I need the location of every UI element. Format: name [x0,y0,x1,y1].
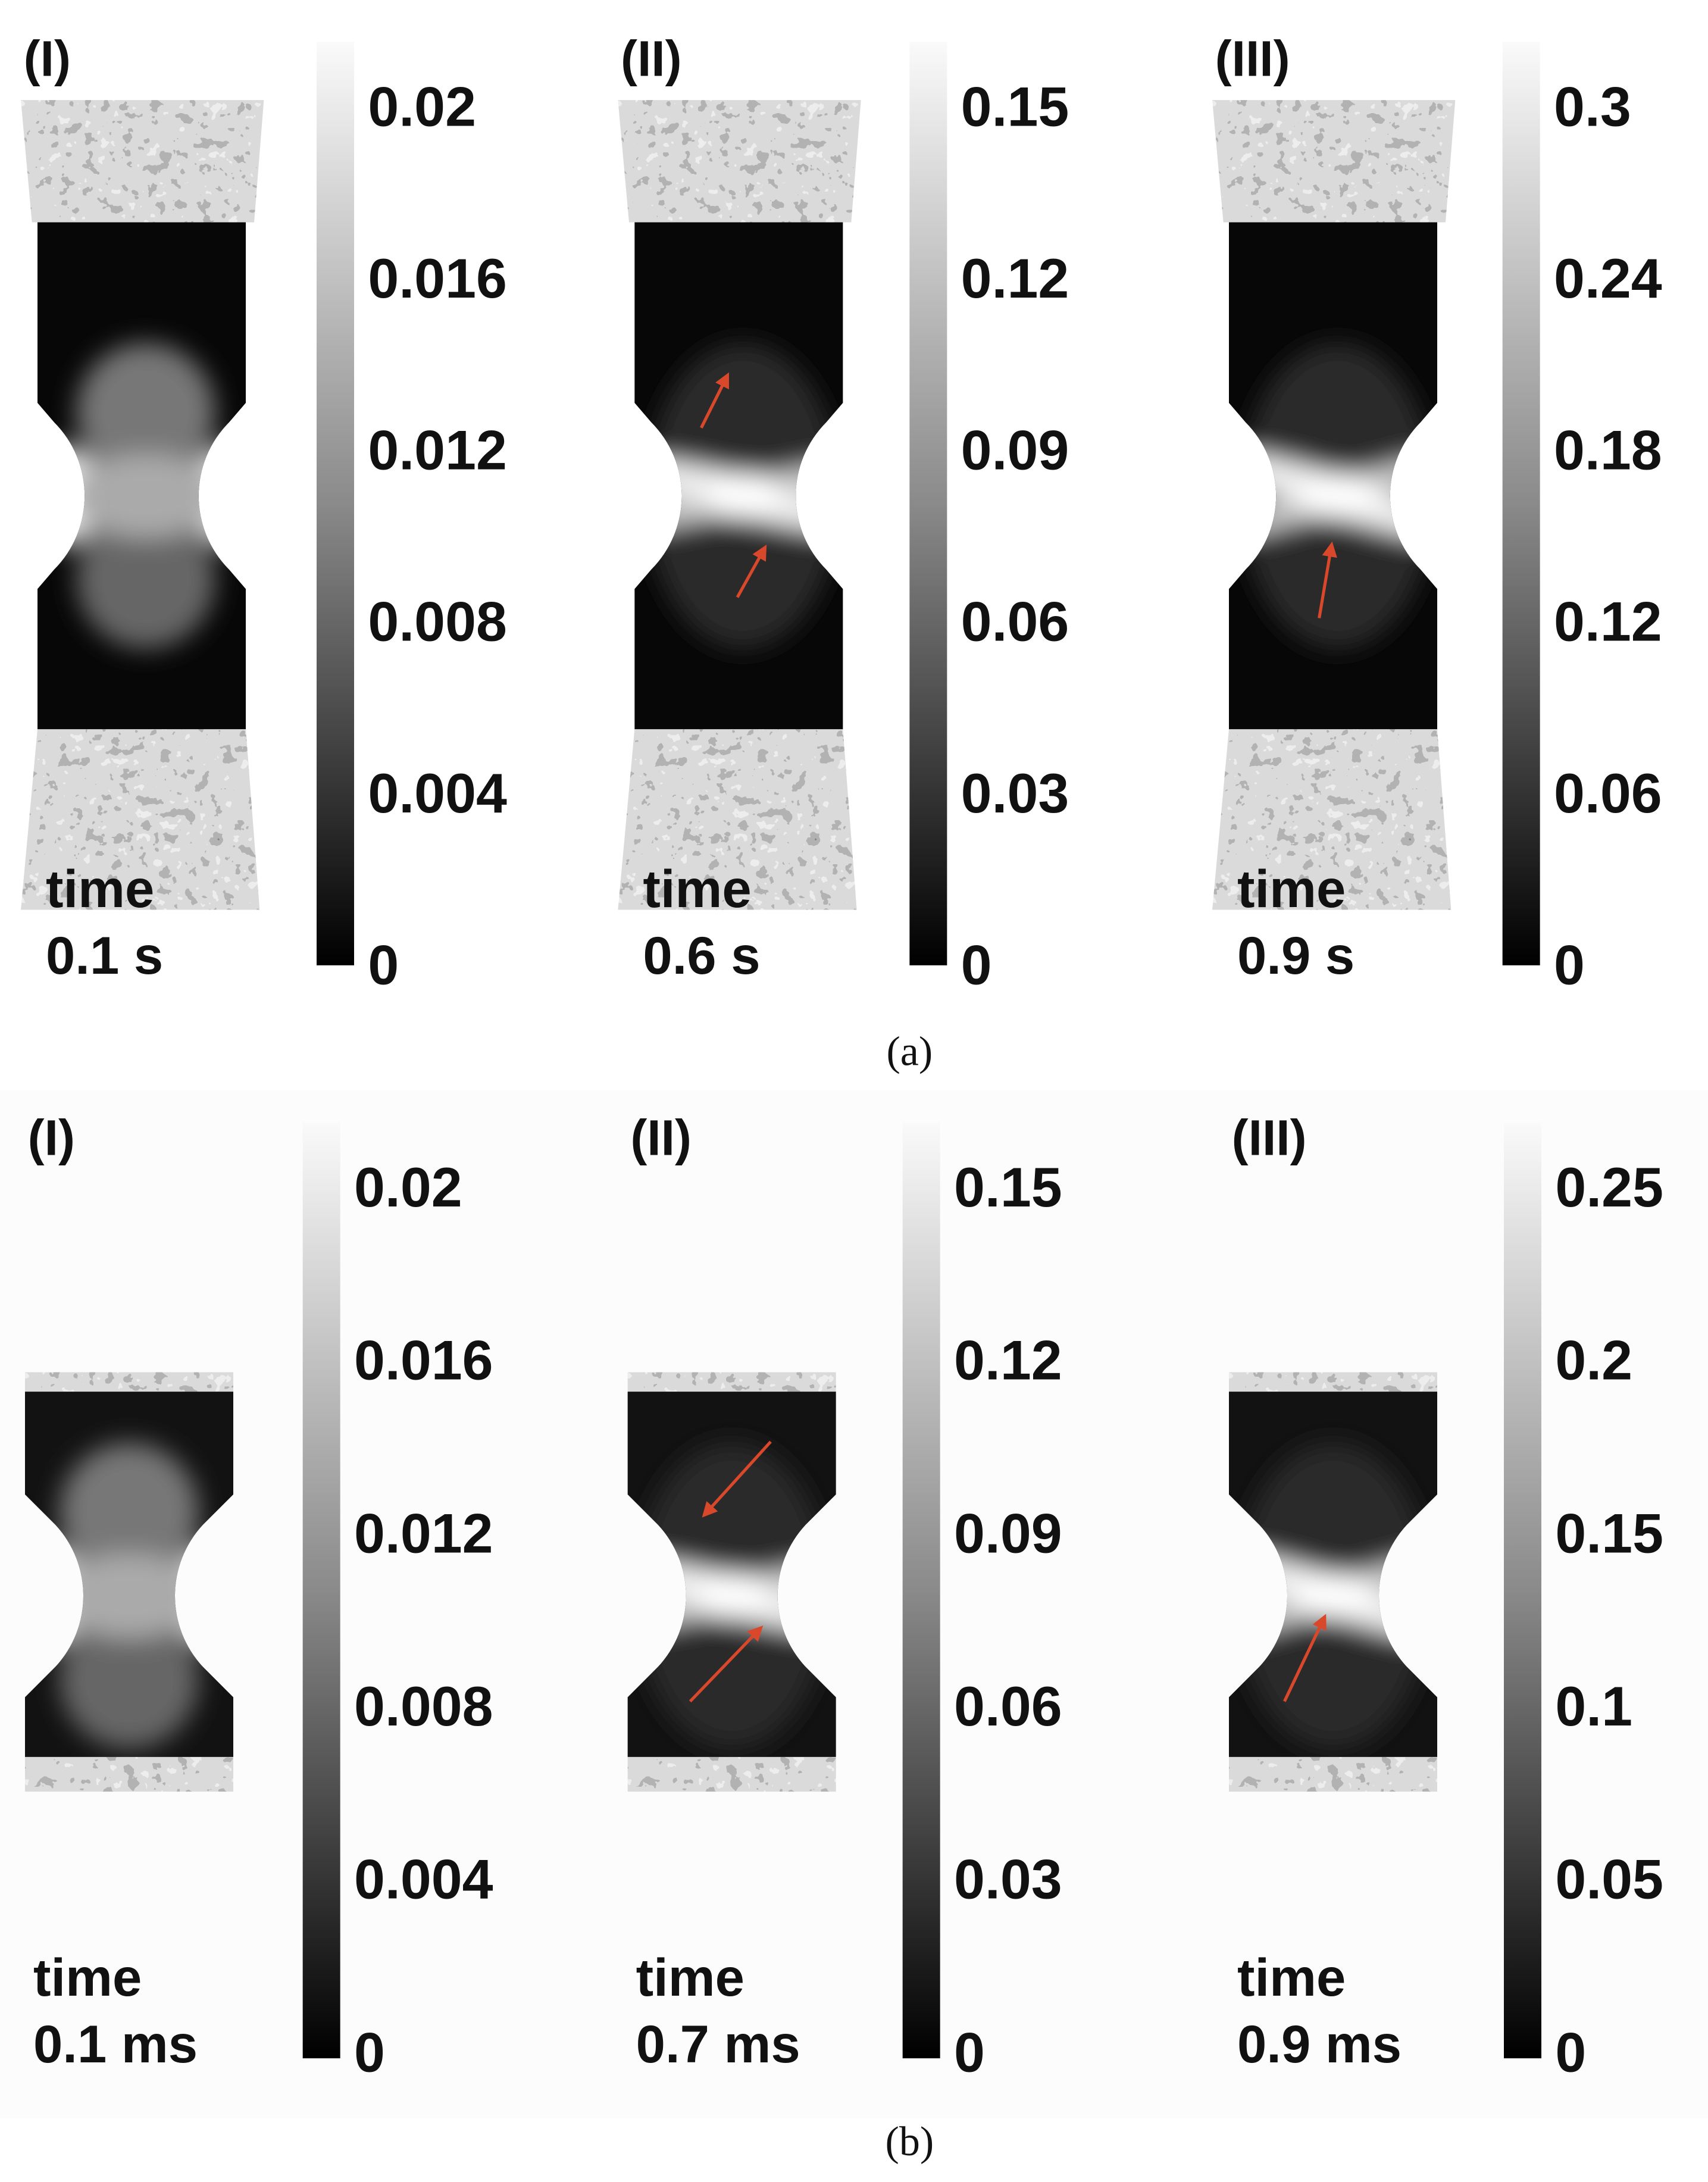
colorbar-tick-label: 0.008 [368,591,507,653]
arrow [736,545,767,598]
colorbar-tick-label: 0 [368,934,399,996]
specimen [618,100,861,910]
glow [76,343,215,482]
colorbar [909,42,947,965]
time-value: 0.7 ms [636,2015,800,2074]
arrow [702,1440,772,1518]
time-label: time [643,859,751,918]
time-label: time [1237,1948,1346,2007]
caption: (b) [886,2119,934,2165]
arrows [689,372,1337,1703]
time-label: time [1237,859,1346,918]
colorbar-tick-label: 0.12 [1554,591,1662,653]
time-value: 0.6 s [643,926,760,985]
colorbar-tick-label: 0 [954,2021,985,2083]
glow [704,473,782,518]
panels: 0.02 0.016 0.012 0.008 0.004 0 (I) time 0.1 s 0.1… [21,30,1663,2083]
colorbar-tick-label: 0.09 [961,419,1069,481]
panel-label: (I) [28,1109,75,1165]
time-label: time [46,859,154,918]
colorbar-tick-label: 0.06 [961,591,1069,653]
colorbar-tick-label: 0.2 [1555,1330,1632,1392]
glow [52,1554,206,1638]
colorbar [902,1122,940,2059]
colorbar-tick-label: 0.3 [1554,76,1631,137]
colorbar-tick-label: 0.06 [954,1675,1062,1737]
colorbar [1502,42,1540,965]
arrow [689,1625,764,1703]
glow [693,1573,771,1618]
colorbar-tick-label: 0.008 [354,1675,493,1737]
colorbar-tick-label: 0.016 [368,248,507,310]
panel-label: (III) [1232,1109,1307,1165]
colorbar-tick-label: 0.03 [961,762,1069,824]
colorbar-tick-label: 0.05 [1555,1849,1663,1911]
colorbar-tick-label: 0.15 [961,76,1069,137]
grip [627,1372,836,1392]
panel-label: (III) [1215,30,1290,86]
colorbar-tick-label: 0 [1555,2021,1586,2083]
panel-label: (II) [621,30,682,86]
grip [618,100,861,223]
arrow [1283,1614,1327,1702]
colorbar-tick-label: 0.18 [1554,419,1662,481]
colorbar-tick-label: 0.12 [954,1330,1062,1392]
grip [1212,729,1452,910]
colorbar-tick-label: 0.02 [368,76,476,137]
colorbar [317,42,354,965]
colorbar-tick-label: 0.12 [961,248,1069,310]
colorbar-tick-label: 0 [354,2021,385,2083]
grip [25,1372,233,1392]
colorbar-tick-label: 0.15 [954,1156,1062,1218]
colorbar-tick-label: 0.004 [368,762,507,824]
time-label: time [636,1948,744,2007]
glow [60,1443,199,1582]
grip [21,100,264,223]
colorbar-tick-label: 0.004 [354,1849,493,1911]
time-label: time [33,1948,142,2007]
grip [1212,100,1456,223]
panel-b-background [0,1090,1708,2118]
time-value: 0.1 ms [33,2015,198,2074]
colorbar-tick-label: 0.02 [354,1156,462,1218]
colorbar [1504,1122,1541,2059]
glow [69,454,223,538]
colorbar-tick-label: 0.09 [954,1502,1062,1564]
panel-label: (I) [24,30,71,86]
colorbar-tick-label: 0.012 [354,1502,493,1564]
time-value: 0.9 s [1237,926,1354,985]
glow [187,447,246,545]
glow [1298,473,1377,518]
colorbar-tick-label: 0.24 [1554,248,1662,310]
grip [21,729,260,910]
arrow [1318,541,1337,618]
specimen [1212,100,1456,910]
colorbar-tick-label: 0.15 [1555,1502,1663,1564]
time-value: 0.1 s [46,926,163,985]
grip [627,1756,836,1792]
glow [1294,1573,1372,1618]
colorbar-tick-label: 0.03 [954,1849,1062,1911]
grip [25,1756,233,1792]
arrow [700,372,729,429]
glow [76,509,215,649]
colorbar-tick-label: 0.06 [1554,762,1662,824]
colorbar-tick-label: 0.1 [1555,1675,1632,1737]
grip [1229,1756,1437,1792]
grip [1229,1372,1437,1392]
colorbar-tick-label: 0 [961,934,992,996]
colorbar-tick-label: 0.012 [368,419,507,481]
caption: (a) [886,1029,933,1075]
glow [60,1609,199,1749]
colorbar-tick-label: 0.016 [354,1330,493,1392]
specimen [21,100,264,910]
panel-label: (II) [630,1109,692,1165]
colorbar-tick-label: 0 [1554,934,1585,996]
colorbar [302,1122,340,2059]
time-value: 0.9 ms [1237,2015,1402,2074]
grip [618,729,857,910]
colorbar-tick-label: 0.25 [1555,1156,1663,1218]
